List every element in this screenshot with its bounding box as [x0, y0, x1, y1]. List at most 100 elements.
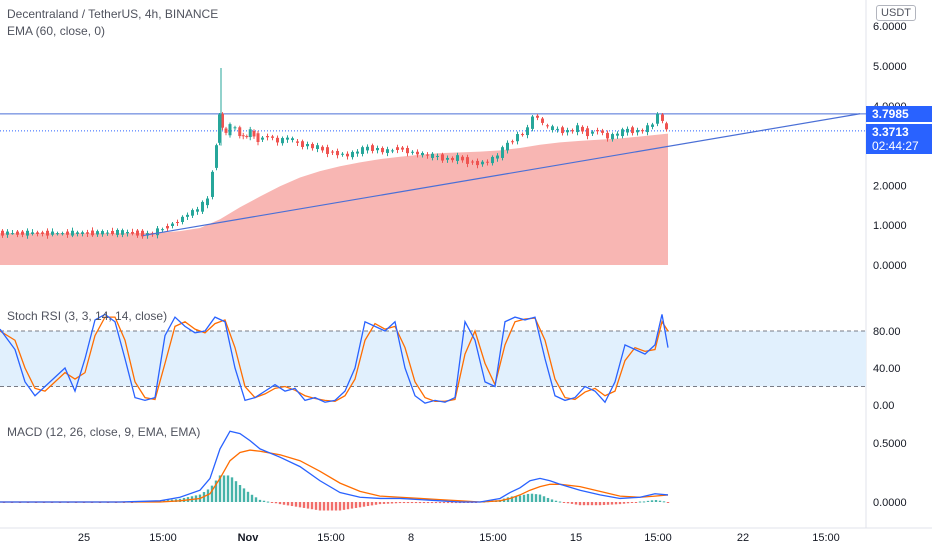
- candle-body: [361, 147, 364, 154]
- macd-histogram-bar: [282, 502, 286, 505]
- candle-body: [641, 130, 644, 132]
- macd-histogram-bar: [630, 502, 634, 503]
- candle-body: [256, 133, 260, 143]
- time-axis-label: 15:00: [317, 532, 345, 544]
- candle-body: [206, 198, 209, 206]
- macd-histogram-bar: [246, 491, 250, 502]
- candle-body: [391, 150, 394, 152]
- macd-histogram-bar: [242, 488, 246, 502]
- candle-body: [396, 147, 399, 150]
- macd-histogram-bar: [358, 502, 362, 508]
- macd-histogram-bar: [570, 502, 574, 504]
- macd-histogram-bar: [418, 502, 422, 504]
- candle-body: [571, 130, 574, 132]
- candle-body: [201, 201, 204, 212]
- macd-histogram-bar: [522, 494, 526, 502]
- macd-histogram-bar: [518, 495, 522, 502]
- macd-histogram-bar: [534, 494, 538, 502]
- macd-histogram-bar: [254, 497, 258, 502]
- macd-histogram-bar: [582, 502, 586, 506]
- macd-histogram-bar: [226, 475, 230, 502]
- macd-histogram-bar: [650, 500, 654, 502]
- macd-histogram-bar: [554, 500, 558, 502]
- macd-histogram-bar: [590, 502, 594, 506]
- macd-histogram-bar: [654, 500, 658, 502]
- candle-body: [191, 210, 194, 216]
- candle-body: [261, 137, 264, 140]
- candle-body: [516, 134, 519, 142]
- candle-body: [121, 230, 124, 235]
- candle-body: [181, 216, 184, 223]
- candle-body: [411, 151, 414, 153]
- macd-axis-label: 0.5000: [873, 438, 907, 450]
- candle-body: [501, 147, 504, 158]
- candle-body: [561, 127, 564, 134]
- candle-body: [366, 146, 369, 151]
- macd-histogram-bar: [606, 502, 610, 505]
- candle-body: [326, 147, 329, 154]
- macd-histogram-bar: [622, 502, 626, 504]
- candle-body: [161, 229, 164, 231]
- macd-histogram-bar: [250, 494, 254, 502]
- candle-body: [521, 134, 524, 136]
- candle-body: [61, 233, 64, 235]
- macd-histogram-bar: [342, 502, 346, 510]
- candle-body: [496, 155, 499, 159]
- macd-histogram-bar: [530, 493, 534, 502]
- macd-histogram-bar: [550, 499, 554, 502]
- price-axis-label: 1.0000: [873, 220, 907, 232]
- candle-body: [286, 137, 289, 140]
- macd-histogram-bar: [326, 502, 330, 511]
- trendline: [142, 113, 861, 237]
- macd-histogram-bar: [378, 502, 382, 505]
- macd-histogram-bar: [618, 502, 622, 505]
- currency-badge[interactable]: USDT: [876, 5, 916, 21]
- macd-histogram-bar: [390, 502, 394, 504]
- candle-body: [456, 155, 459, 161]
- macd-signal-line: [0, 449, 669, 503]
- macd-histogram-bar: [566, 502, 570, 504]
- macd-histogram-bar: [434, 502, 438, 504]
- candle-body: [661, 114, 664, 121]
- macd-histogram-bar: [410, 502, 414, 504]
- candle-body: [291, 138, 294, 141]
- candle-body: [233, 127, 237, 129]
- macd-histogram-bar: [322, 502, 326, 511]
- stoch-k-line: [0, 313, 669, 404]
- candle-body: [551, 126, 554, 131]
- candle-body: [446, 157, 449, 160]
- stoch-d-line: [0, 316, 669, 402]
- candle-body: [21, 231, 24, 235]
- candle-body: [238, 127, 242, 137]
- candle-body: [631, 127, 634, 134]
- macd-histogram-bar: [526, 493, 530, 502]
- candle-body: [321, 146, 324, 151]
- candle-body: [346, 153, 349, 157]
- candle-body: [591, 131, 594, 134]
- macd-histogram-bar: [310, 502, 314, 510]
- candle-body: [131, 231, 134, 234]
- candle-body: [441, 154, 444, 161]
- candle-body: [406, 147, 409, 154]
- countdown-tag: 02:44:27: [866, 138, 932, 154]
- candle-body: [51, 231, 54, 235]
- candle-body: [566, 130, 569, 133]
- candle-body: [46, 230, 49, 236]
- time-axis-label: Nov: [238, 532, 260, 544]
- candle-body: [466, 157, 469, 164]
- symbol-title: Decentraland / TetherUS, 4h, BINANCE: [7, 7, 219, 21]
- candle-body: [111, 230, 114, 235]
- candle-body: [341, 153, 344, 155]
- macd-histogram-bar: [542, 496, 546, 502]
- candle-body: [386, 149, 389, 153]
- candle-body: [176, 222, 179, 224]
- candle-body: [271, 136, 274, 138]
- candle-body: [252, 130, 256, 137]
- macd-histogram-bar: [258, 499, 262, 502]
- macd-histogram-bar: [238, 485, 242, 502]
- macd-histogram-bar: [266, 501, 270, 503]
- candle-body: [266, 136, 269, 138]
- candle-body: [101, 231, 104, 235]
- macd-histogram-bar: [594, 502, 598, 506]
